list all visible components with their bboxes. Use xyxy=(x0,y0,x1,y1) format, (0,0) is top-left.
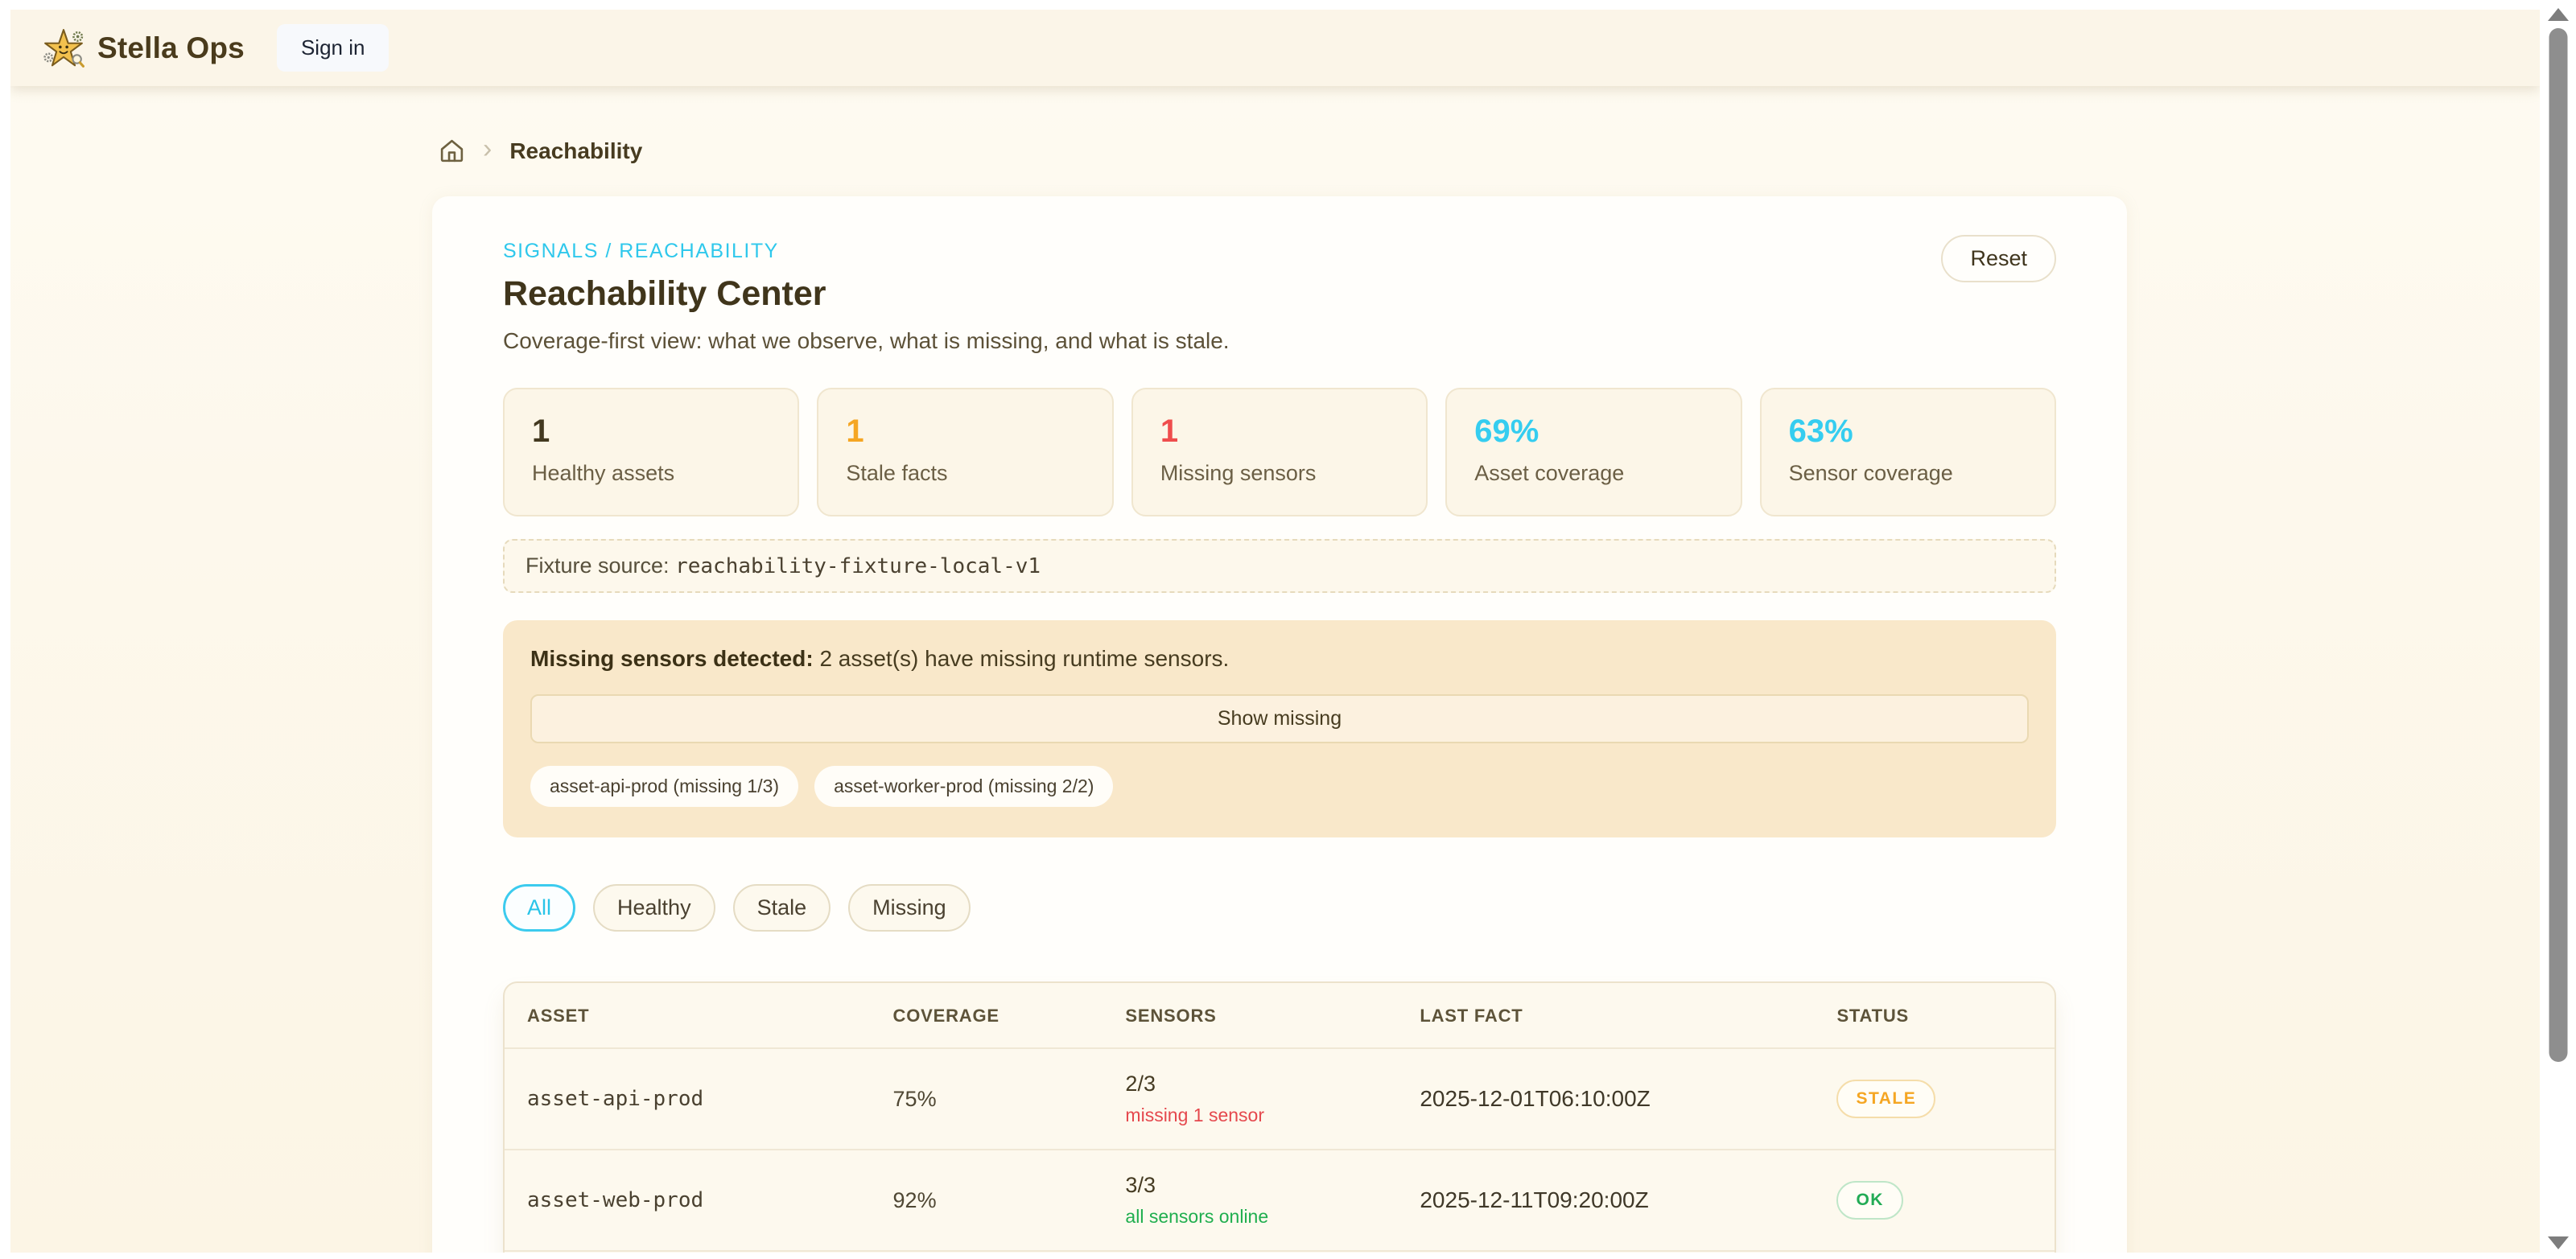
coverage-value: 40% xyxy=(870,1250,1103,1253)
scrollbar-thumb[interactable] xyxy=(2549,28,2567,1062)
fixture-source-label: Fixture source: xyxy=(526,553,670,578)
stat-card-sensor-coverage: 63% Sensor coverage xyxy=(1759,388,2057,516)
status-filter-group: All Healthy Stale Missing xyxy=(503,884,2056,932)
asset-name: asset-api-prod xyxy=(505,1047,871,1150)
column-header-status: STATUS xyxy=(1836,1006,1909,1026)
vertical-scrollbar[interactable] xyxy=(2540,0,2576,1259)
stat-card-asset-coverage: 69% Asset coverage xyxy=(1445,388,1742,516)
section-eyebrow: SIGNALS / REACHABILITY xyxy=(503,240,779,262)
stat-value: 1 xyxy=(1160,413,1179,449)
filter-missing[interactable]: Missing xyxy=(848,884,971,932)
missing-asset-chips: asset-api-prod (missing 1/3) asset-worke… xyxy=(530,766,2029,807)
scroll-down-arrow[interactable] xyxy=(2547,1236,2569,1249)
stats-row: 1 Healthy assets 1 Stale facts 1 Missing… xyxy=(503,388,2057,516)
table-header-row: ASSET COVERAGE SENSORS LAST FACT STATUS xyxy=(505,983,2055,1048)
page-title: Reachability Center xyxy=(503,274,826,313)
stat-value: 63% xyxy=(1788,413,1853,449)
banner-text: 2 asset(s) have missing runtime sensors. xyxy=(819,646,1230,671)
reachability-card: SIGNALS / REACHABILITY Reset Reachabilit… xyxy=(432,196,2127,1253)
sensors-count: 2/3 xyxy=(1125,1072,1156,1096)
sensors-count: 3/3 xyxy=(1125,1173,1156,1197)
breadcrumb-separator: › xyxy=(483,133,493,164)
assets-table: ASSET COVERAGE SENSORS LAST FACT STATUS … xyxy=(503,981,2056,1253)
page-subtitle: Coverage-first view: what we observe, wh… xyxy=(503,328,1230,353)
last-fact-timestamp: -- xyxy=(1397,1250,1815,1253)
fixture-source-bar: Fixture source: reachability-fixture-loc… xyxy=(503,539,2056,593)
banner-message: Missing sensors detected: 2 asset(s) hav… xyxy=(530,646,2029,672)
fixture-source-value: reachability-fixture-local-v1 xyxy=(675,554,1041,578)
app-shell: Stella Ops Sign in › Reachability SIGNAL… xyxy=(10,10,2540,1253)
stat-card-stale-facts: 1 Stale facts xyxy=(817,388,1114,516)
breadcrumb-current: Reachability xyxy=(509,138,643,163)
breadcrumb: › Reachability xyxy=(439,133,2540,164)
app-header: Stella Ops Sign in xyxy=(10,10,2540,86)
brand-link[interactable]: Stella Ops xyxy=(43,27,245,69)
sign-in-button[interactable]: Sign in xyxy=(276,24,389,72)
stat-card-missing-sensors: 1 Missing sensors xyxy=(1131,388,1428,516)
stat-label: Stale facts xyxy=(846,461,948,485)
show-missing-button[interactable]: Show missing xyxy=(530,694,2029,743)
table-row-asset-api-prod[interactable]: asset-api-prod 75% 2/3 missing 1 sensor … xyxy=(505,1047,2055,1150)
coverage-value: 75% xyxy=(870,1047,1103,1150)
table-row-asset-worker-prod[interactable]: asset-worker-prod 40% 0/2 missing 2 sens… xyxy=(505,1250,2055,1253)
scroll-up-arrow[interactable] xyxy=(2547,8,2569,21)
column-header-coverage: COVERAGE xyxy=(892,1006,999,1026)
stat-value: 1 xyxy=(532,413,550,449)
status-badge: OK xyxy=(1836,1181,1903,1220)
stat-value: 69% xyxy=(1474,413,1539,449)
missing-sensors-banner: Missing sensors detected: 2 asset(s) hav… xyxy=(503,620,2056,837)
sensors-note: all sensors online xyxy=(1125,1206,1269,1227)
reset-button[interactable]: Reset xyxy=(1941,235,2056,282)
column-header-sensors: SENSORS xyxy=(1125,1006,1217,1026)
status-badge: STALE xyxy=(1836,1080,1936,1118)
stella-ops-logo-icon xyxy=(43,27,84,69)
brand-name: Stella Ops xyxy=(97,31,245,64)
filter-all[interactable]: All xyxy=(503,884,576,932)
table-row-asset-web-prod[interactable]: asset-web-prod 92% 3/3 all sensors onlin… xyxy=(505,1149,2055,1251)
stat-label: Sensor coverage xyxy=(1788,461,1953,485)
home-icon[interactable] xyxy=(439,138,465,164)
stat-label: Missing sensors xyxy=(1160,461,1317,485)
sensors-note: missing 1 sensor xyxy=(1125,1105,1264,1125)
filter-stale[interactable]: Stale xyxy=(732,884,831,932)
last-fact-timestamp: 2025-12-01T06:10:00Z xyxy=(1397,1047,1815,1150)
chip-asset-api-prod[interactable]: asset-api-prod (missing 1/3) xyxy=(530,766,799,807)
stat-card-healthy-assets: 1 Healthy assets xyxy=(503,388,800,516)
banner-title: Missing sensors detected: xyxy=(530,646,814,671)
column-header-last-fact: LAST FACT xyxy=(1420,1006,1523,1026)
asset-name: asset-worker-prod xyxy=(505,1250,871,1253)
column-header-asset: ASSET xyxy=(527,1006,590,1026)
filter-healthy[interactable]: Healthy xyxy=(593,884,715,932)
stat-label: Healthy assets xyxy=(532,461,675,485)
stat-value: 1 xyxy=(846,413,864,449)
last-fact-timestamp: 2025-12-11T09:20:00Z xyxy=(1397,1149,1815,1251)
asset-name: asset-web-prod xyxy=(505,1149,871,1251)
coverage-value: 92% xyxy=(870,1149,1103,1251)
chip-asset-worker-prod[interactable]: asset-worker-prod (missing 2/2) xyxy=(814,766,1114,807)
stat-label: Asset coverage xyxy=(1474,461,1625,485)
